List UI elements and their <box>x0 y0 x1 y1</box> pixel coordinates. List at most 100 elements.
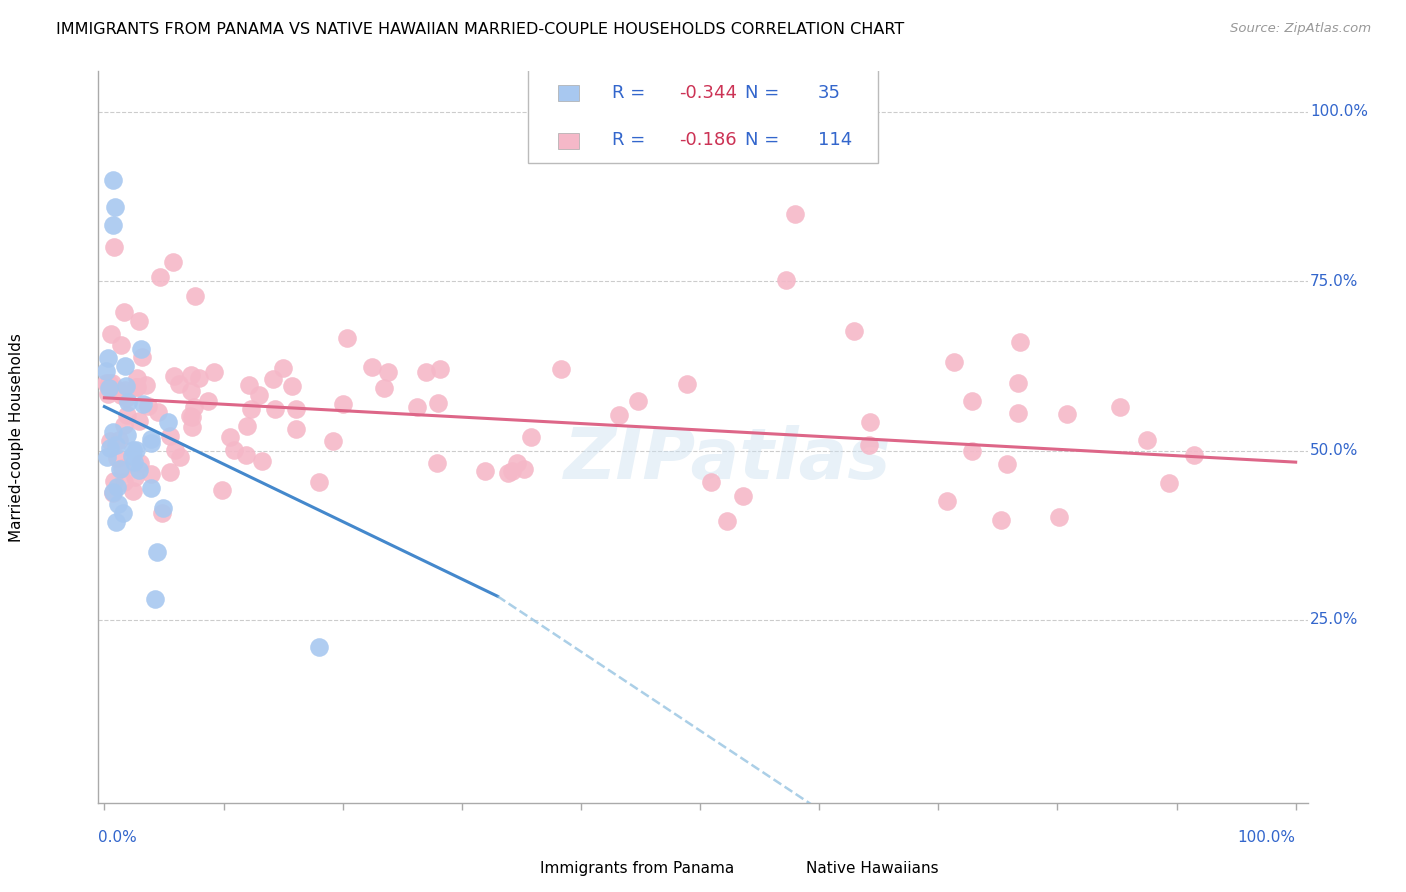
Point <box>105 515 128 529</box>
Point <box>426 456 449 470</box>
Point <box>104 200 127 214</box>
Text: Married-couple Households: Married-couple Households <box>8 333 24 541</box>
Point <box>131 350 153 364</box>
Point <box>238 378 260 392</box>
Point <box>117 394 139 409</box>
Point <box>474 464 496 478</box>
Bar <box>763 860 797 878</box>
Point <box>112 475 135 490</box>
Point <box>235 419 257 434</box>
Point <box>111 461 134 475</box>
Point <box>429 361 451 376</box>
Point <box>135 378 157 392</box>
Point <box>1109 401 1132 415</box>
Point <box>1007 376 1029 390</box>
Point <box>550 362 572 376</box>
Point <box>131 397 153 411</box>
Point <box>159 465 181 479</box>
Point <box>415 365 437 379</box>
Point <box>990 513 1012 527</box>
Point <box>360 360 382 375</box>
Text: -0.186: -0.186 <box>679 131 737 149</box>
Point <box>110 338 132 352</box>
Point <box>121 449 143 463</box>
Point <box>103 474 125 488</box>
Point <box>180 368 202 382</box>
Point <box>1136 434 1159 448</box>
Point <box>167 376 190 391</box>
Point <box>152 507 174 521</box>
Text: 100.0%: 100.0% <box>1237 830 1296 845</box>
Point <box>995 457 1018 471</box>
Point <box>513 462 536 476</box>
Point <box>152 501 174 516</box>
Point <box>183 400 205 414</box>
Point <box>136 400 159 414</box>
Point <box>97 387 120 401</box>
Point <box>139 436 162 450</box>
Point <box>101 172 124 186</box>
Text: 75.0%: 75.0% <box>1310 274 1358 289</box>
Text: 35: 35 <box>818 84 841 102</box>
Point <box>187 370 209 384</box>
Point <box>960 394 983 409</box>
Point <box>943 355 966 369</box>
Point <box>105 480 128 494</box>
Point <box>498 466 520 480</box>
Point <box>157 415 180 429</box>
Point <box>202 365 225 379</box>
Point <box>962 444 984 458</box>
Point <box>263 401 285 416</box>
Point <box>108 433 131 447</box>
Point <box>373 381 395 395</box>
Point <box>107 497 129 511</box>
FancyBboxPatch shape <box>527 61 879 163</box>
Point <box>181 420 204 434</box>
Point <box>149 269 172 284</box>
Point <box>1007 406 1029 420</box>
Point <box>1056 407 1078 421</box>
Point <box>112 304 135 318</box>
Point <box>94 364 117 378</box>
Point <box>107 384 129 398</box>
Point <box>98 441 121 455</box>
Point <box>1047 510 1070 524</box>
Text: 100.0%: 100.0% <box>1310 104 1368 120</box>
Text: R =: R = <box>613 131 651 149</box>
Point <box>775 273 797 287</box>
Point <box>308 475 330 490</box>
Point <box>98 434 121 448</box>
Point <box>159 429 181 443</box>
Text: 0.0%: 0.0% <box>98 830 138 845</box>
Point <box>733 489 755 503</box>
Point <box>128 314 150 328</box>
Point <box>115 408 138 422</box>
Point <box>235 448 257 462</box>
Point <box>124 442 146 457</box>
Point <box>676 376 699 391</box>
Point <box>114 359 136 373</box>
Point <box>700 475 723 489</box>
Point <box>127 371 149 385</box>
Point <box>96 376 118 390</box>
Point <box>122 483 145 498</box>
Point <box>716 514 738 528</box>
Text: Immigrants from Panama: Immigrants from Panama <box>540 861 734 876</box>
Point <box>1182 448 1205 462</box>
Point <box>169 450 191 464</box>
Point <box>124 455 146 469</box>
Point <box>128 414 150 428</box>
Point <box>427 396 450 410</box>
Point <box>114 384 136 398</box>
Point <box>128 462 150 476</box>
Point <box>129 342 152 356</box>
Point <box>105 438 128 452</box>
Point <box>103 240 125 254</box>
Point <box>112 418 135 433</box>
Point <box>183 289 205 303</box>
Point <box>124 470 146 484</box>
Point <box>519 430 541 444</box>
Text: N =: N = <box>745 84 786 102</box>
Point <box>143 591 166 606</box>
Point <box>501 464 523 478</box>
